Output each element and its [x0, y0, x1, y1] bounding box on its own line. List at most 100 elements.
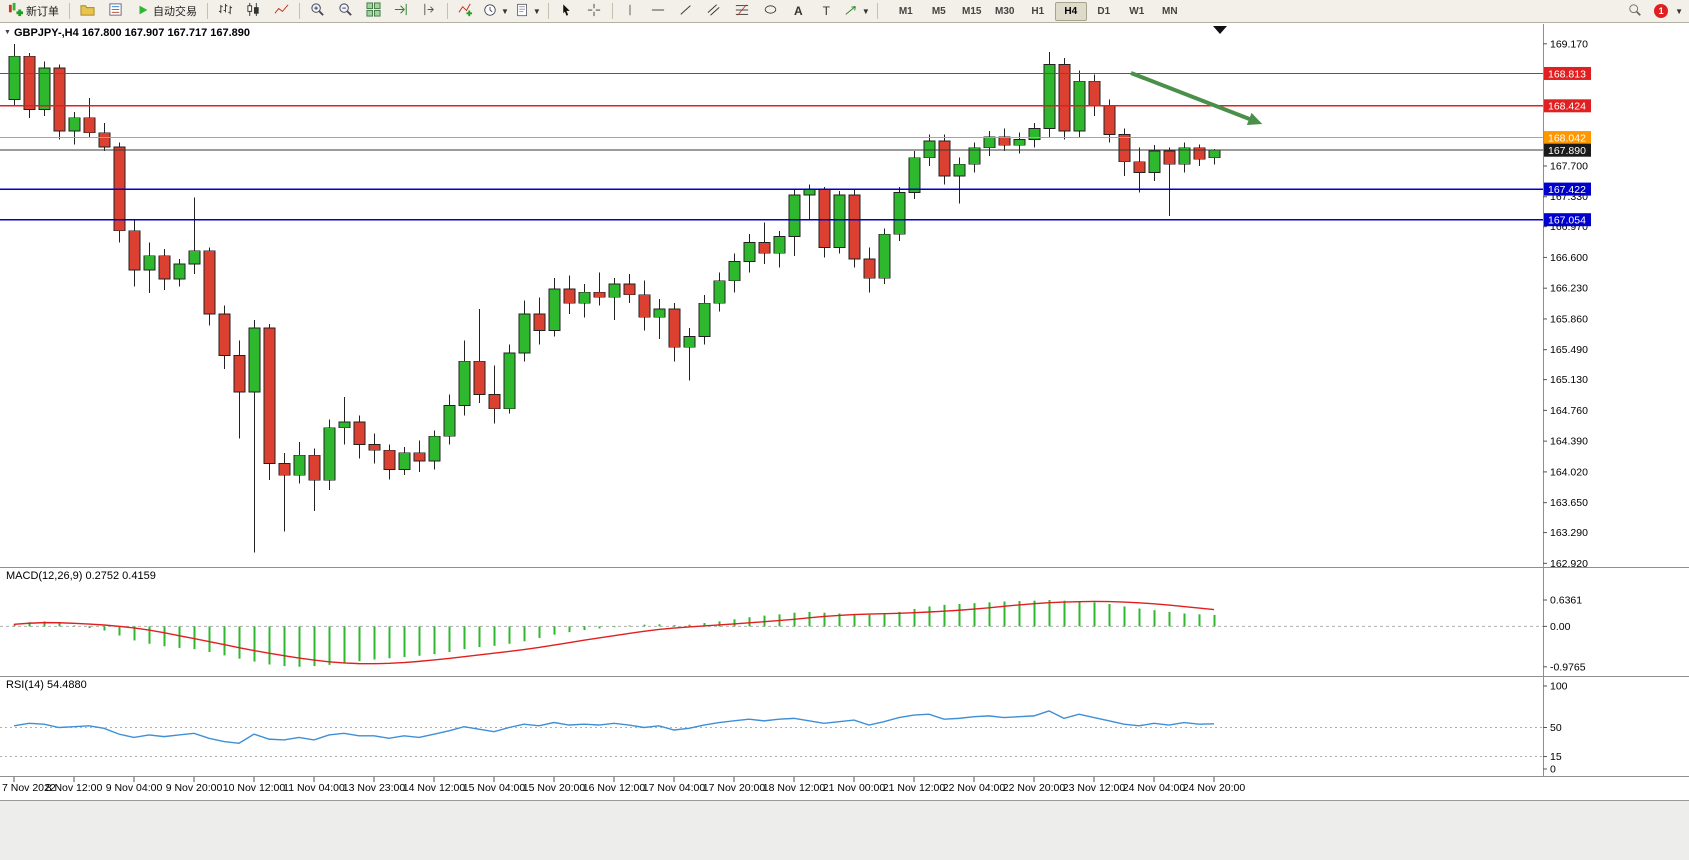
arrow-tool-icon	[844, 3, 858, 20]
svg-text:0.6361: 0.6361	[1550, 595, 1582, 607]
line-chart-mode-button[interactable]	[268, 1, 295, 22]
text-label-tool-button[interactable]: T	[813, 1, 840, 22]
tile-windows-button[interactable]	[360, 1, 387, 22]
toolbar-overflow-chevron-icon[interactable]: ▼	[1675, 6, 1683, 16]
svg-text:165.860: 165.860	[1550, 313, 1588, 325]
svg-text:21 Nov 00:00: 21 Nov 00:00	[823, 782, 886, 794]
toolbar-separator	[299, 3, 300, 19]
tf-button-w1[interactable]: W1	[1129, 5, 1145, 17]
ohlc-values-label: 167.800 167.907 167.717 167.890	[81, 27, 251, 39]
svg-text:168.813: 168.813	[1548, 68, 1586, 80]
zoom-out-button[interactable]	[332, 1, 359, 22]
tf-button-m1[interactable]: M1	[898, 5, 913, 17]
svg-text:17 Nov 20:00: 17 Nov 20:00	[703, 782, 766, 794]
arrows-tool-button[interactable]: ▼	[841, 1, 873, 22]
svg-text:163.290: 163.290	[1550, 527, 1588, 539]
rsi-legend: RSI(14) 54.4880	[6, 679, 87, 691]
tf-button-m15[interactable]: M15	[962, 5, 982, 17]
horizontal-line-icon	[651, 3, 665, 20]
periods-dropdown-button[interactable]: ▼	[480, 1, 512, 22]
bar-chart-mode-button[interactable]	[212, 1, 239, 22]
chart-legend: ▼ GBPJPY-,H4 167.800 167.907 167.717 167.…	[4, 27, 250, 39]
rsi-panel[interactable]: 100 50 150	[0, 681, 1568, 776]
timeframe-group: M1 M5 M15 M30 H1 H4 D1 W1 MN	[890, 1, 1186, 21]
object-anchor-triangle[interactable]	[1213, 26, 1227, 34]
tf-button-m30[interactable]: M30	[995, 5, 1015, 17]
chevron-down-icon: ▼	[501, 6, 509, 16]
fibonacci-tool-button[interactable]	[729, 1, 756, 22]
svg-text:166.600: 166.600	[1550, 252, 1588, 264]
new-order-button[interactable]: 新订单	[2, 1, 65, 22]
toolbar-separator	[611, 3, 613, 19]
trendline-tool-button[interactable]	[673, 1, 700, 22]
indicators-icon	[458, 2, 473, 20]
channel-tool-button[interactable]	[701, 1, 728, 22]
trend-arrow-object[interactable]	[1130, 71, 1263, 125]
indicators-button[interactable]	[452, 1, 479, 22]
text-tool-button[interactable]: A	[785, 1, 812, 22]
alerts-badge[interactable]: 1	[1654, 4, 1669, 18]
label-icon: T	[822, 4, 831, 18]
svg-text:167.890: 167.890	[1548, 145, 1586, 157]
tf-button-m5[interactable]: M5	[931, 5, 946, 17]
candlesticks[interactable]	[8, 43, 1221, 553]
templates-dropdown-button[interactable]: ▼	[513, 1, 544, 22]
shapes-tool-button[interactable]	[757, 1, 784, 22]
profiles-button[interactable]	[74, 1, 101, 22]
svg-text:100: 100	[1550, 681, 1568, 693]
panel-separators	[0, 24, 1689, 777]
tf-button-mn[interactable]: MN	[1161, 5, 1178, 17]
toolbar-separator	[547, 3, 549, 19]
search-button[interactable]	[1621, 1, 1648, 22]
svg-text:0: 0	[1550, 764, 1556, 776]
macd-panel[interactable]: 0.6361 0.00 -0.9765	[0, 595, 1586, 674]
toolbar-right-group: 1 ▼	[1621, 1, 1687, 22]
auto-trading-label: 自动交易	[153, 6, 197, 18]
zoom-out-icon	[338, 2, 353, 20]
svg-text:165.490: 165.490	[1550, 344, 1588, 356]
zoom-in-icon	[310, 2, 325, 20]
svg-text:164.020: 164.020	[1550, 466, 1588, 478]
svg-text:168.424: 168.424	[1548, 101, 1586, 113]
svg-text:15: 15	[1550, 751, 1562, 763]
candlestick-mode-button[interactable]	[240, 1, 267, 22]
chart-collapse-triangle-icon[interactable]: ▼	[4, 29, 11, 36]
vertical-line-icon	[624, 3, 636, 20]
toolbar-separator	[447, 3, 448, 19]
auto-trading-button[interactable]: 自动交易	[130, 1, 203, 22]
crosshair-icon	[587, 3, 601, 20]
main-toolbar: 新订单 自动交易	[0, 0, 1689, 23]
crosshair-tool-button[interactable]	[581, 1, 608, 22]
chart-shift-button[interactable]	[416, 1, 443, 22]
auto-scroll-button[interactable]	[388, 1, 415, 22]
tf-button-h4[interactable]: H4	[1054, 1, 1087, 21]
tf-button-d1[interactable]: D1	[1097, 5, 1111, 17]
cursor-icon	[560, 3, 573, 20]
trendline-icon	[679, 3, 693, 20]
svg-text:167.700: 167.700	[1550, 160, 1588, 172]
macd-legend: MACD(12,26,9) 0.2752 0.4159	[6, 570, 156, 582]
cursor-tool-button[interactable]	[553, 1, 580, 22]
svg-text:16 Nov 12:00: 16 Nov 12:00	[583, 782, 646, 794]
svg-text:18 Nov 12:00: 18 Nov 12:00	[763, 782, 826, 794]
svg-text:165.130: 165.130	[1550, 374, 1588, 386]
price-axis[interactable]: 169.170167.700167.330166.970166.600166.2…	[1543, 38, 1591, 570]
zoom-in-button[interactable]	[304, 1, 331, 22]
svg-text:10 Nov 12:00: 10 Nov 12:00	[223, 782, 286, 794]
horizontal-line-tool-button[interactable]	[645, 1, 672, 22]
horizontal-line-objects[interactable]	[0, 72, 1543, 221]
svg-text:50: 50	[1550, 722, 1562, 734]
ellipse-icon	[763, 3, 778, 19]
tf-button-h1[interactable]: H1	[1031, 5, 1045, 17]
market-watch-icon	[108, 2, 123, 20]
svg-text:23 Nov 12:00: 23 Nov 12:00	[1063, 782, 1126, 794]
fibonacci-icon	[735, 3, 749, 20]
auto-scroll-icon	[394, 2, 409, 20]
vertical-line-tool-button[interactable]	[617, 1, 644, 22]
line-chart-icon	[274, 2, 289, 20]
market-watch-button[interactable]	[102, 1, 129, 22]
svg-text:0.00: 0.00	[1550, 621, 1571, 633]
